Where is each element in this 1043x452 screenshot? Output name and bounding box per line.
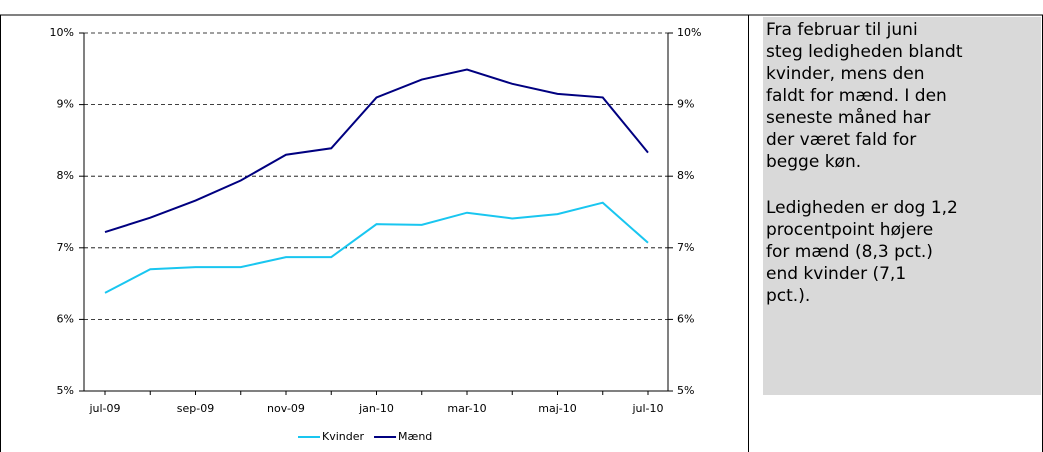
- legend-label: Kvinder: [322, 430, 365, 443]
- series-line: [104, 68, 649, 234]
- note-line: Fra februar til juni: [766, 20, 918, 40]
- legend-label: Mænd: [398, 430, 432, 443]
- series-line: [104, 201, 649, 294]
- text-box: Fra februar til juni steg ledigheden blan…: [763, 17, 1041, 395]
- y2-tick-label: 7%: [677, 241, 694, 254]
- y2-tick-label: 10%: [677, 26, 701, 39]
- x-tick-label: sep-09: [177, 402, 214, 415]
- note-line: faldt for mænd. I den: [766, 86, 947, 106]
- note-line: procentpoint højere: [766, 220, 934, 240]
- note-line: seneste måned har: [766, 108, 931, 128]
- note-line: for mænd (8,3 pct.): [766, 242, 933, 262]
- y-tick-label: 6%: [57, 312, 74, 325]
- y-tick-label: 7%: [57, 241, 74, 254]
- note-paragraph: Fra februar til juni steg ledigheden blan…: [763, 17, 1041, 173]
- y2-tick-label: 8%: [677, 169, 694, 182]
- note-line: kvinder, mens den: [766, 64, 925, 84]
- note-line: Ledigheden er dog 1,2: [766, 198, 958, 218]
- x-tick-label: jan-10: [358, 402, 394, 415]
- x-tick-label: mar-10: [447, 402, 486, 415]
- y-tick-label: 8%: [57, 169, 74, 182]
- note-line: end kvinder (7,1: [766, 264, 907, 284]
- y2-tick-label: 5%: [677, 384, 694, 397]
- note-line: pct.).: [766, 286, 811, 306]
- y2-tick-label: 6%: [677, 312, 694, 325]
- note-line: der været fald for: [766, 130, 917, 150]
- x-tick-label: nov-09: [267, 402, 305, 415]
- note-line: steg ledigheden blandt: [766, 42, 963, 62]
- y-tick-label: 9%: [57, 98, 74, 111]
- x-tick-label: maj-10: [538, 402, 576, 415]
- x-tick-label: jul-09: [88, 402, 120, 415]
- y-tick-label: 5%: [57, 384, 74, 397]
- note-line: begge køn.: [766, 152, 862, 172]
- x-tick-label: jul-10: [631, 402, 663, 415]
- note-paragraph: Ledigheden er dog 1,2 procentpoint højere…: [763, 195, 1041, 307]
- y-tick-label: 10%: [50, 26, 74, 39]
- y2-tick-label: 9%: [677, 98, 694, 111]
